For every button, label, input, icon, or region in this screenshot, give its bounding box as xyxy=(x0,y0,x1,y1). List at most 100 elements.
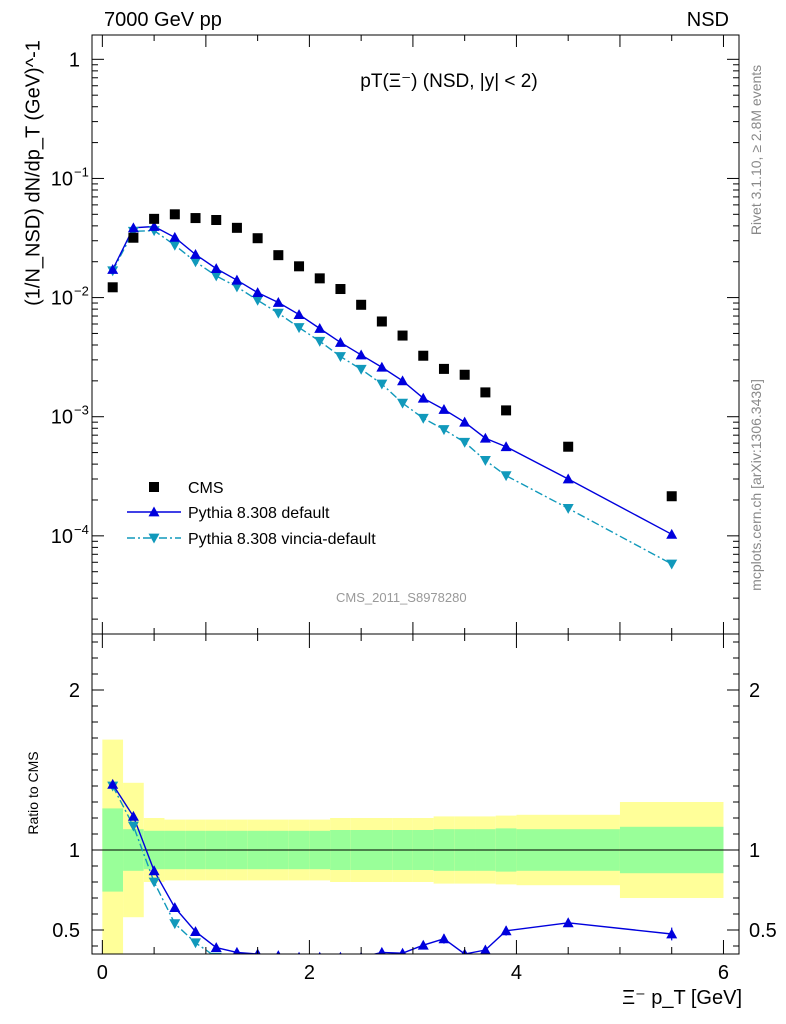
ratio-vincia-point xyxy=(127,821,139,832)
pythia-point xyxy=(148,221,160,231)
y-tick-label: 10 xyxy=(51,407,73,429)
ratio-bands-layer xyxy=(92,739,739,954)
vincia-point xyxy=(500,471,512,482)
cms-point xyxy=(459,369,470,380)
ratio-vincia-point xyxy=(169,919,181,930)
ratio-pythia-point xyxy=(438,933,450,944)
ratio-vincia-point xyxy=(356,958,367,968)
pythia-point xyxy=(272,296,284,307)
ratio-y-tick-label-right: 1 xyxy=(749,840,760,862)
ratio-pythia-point xyxy=(232,946,241,954)
header-right-label: NSD xyxy=(686,9,729,31)
main-y-axis-label-text: (1/N_NSD) dN/dp_T (GeV)^-1 xyxy=(22,40,45,306)
pythia-point xyxy=(666,528,678,539)
vincia-point xyxy=(479,455,491,466)
cms-point xyxy=(252,233,263,244)
vincia-point xyxy=(666,559,678,570)
mcplots-text: mcplots.cern.ch [arXiv:1306.3436] xyxy=(748,379,764,591)
ratio-vincia-point xyxy=(335,958,346,968)
legend-marker-pythia xyxy=(148,506,160,517)
ratio-vincia-point xyxy=(438,958,449,968)
cms-point xyxy=(314,273,325,284)
cms-point xyxy=(128,232,139,243)
ratio-vincia-point xyxy=(252,958,263,968)
cms-point xyxy=(563,441,574,452)
ratio-vincia-point xyxy=(273,958,284,968)
y-tick-label: 1 xyxy=(69,49,80,71)
ratio-vincia-point xyxy=(418,958,429,968)
x-tick-label: 6 xyxy=(718,962,729,984)
pythia-point xyxy=(127,222,139,233)
pythia-point xyxy=(210,263,222,274)
y-tick-exponent: −3 xyxy=(74,403,89,418)
pythia-point xyxy=(355,349,367,360)
vincia-point xyxy=(459,437,471,448)
cms-point xyxy=(418,350,429,361)
ratio-vincia-point xyxy=(376,958,387,968)
ratio-vincia-point xyxy=(480,962,491,972)
vincia-point xyxy=(562,503,574,514)
ratio-pythia-point xyxy=(339,951,342,954)
pythia-point xyxy=(334,336,346,347)
vincia-point xyxy=(314,336,326,347)
series-line-vincia xyxy=(112,229,673,565)
ratio-line-vincia xyxy=(112,785,213,954)
main-y-axis-label: (1/N_NSD) dN/dp_T (GeV)^-1 xyxy=(23,40,46,306)
ratio-y-tick-label-right: 2 xyxy=(749,680,760,702)
ratio-vincia-point xyxy=(397,958,408,968)
y-tick-label: 10 xyxy=(51,288,73,310)
ratio-y-tick-label: 1 xyxy=(69,840,80,862)
ratio-pythia-point xyxy=(318,951,322,954)
vincia-point xyxy=(169,240,181,251)
cms-point xyxy=(169,209,180,220)
ratio-pythia-point xyxy=(148,865,160,876)
vincia-point xyxy=(210,271,222,282)
cms-point xyxy=(501,405,512,416)
pythia-point xyxy=(376,361,388,372)
vincia-point xyxy=(231,282,243,293)
vincia-point xyxy=(190,257,202,268)
main-axes: 110−110−210−310−4 xyxy=(51,34,740,635)
ratio-axes: 0 2 4 6 0.5 0.5 1 1 2 2 xyxy=(52,633,777,984)
main-series-layer xyxy=(107,209,678,570)
x-tick-label: 4 xyxy=(511,962,522,984)
ratio-pythia-point xyxy=(297,951,301,954)
pythia-point xyxy=(231,274,243,285)
ratio-pythia-point xyxy=(127,810,139,821)
vincia-point xyxy=(397,398,409,409)
vincia-point xyxy=(272,308,284,319)
cms-point xyxy=(294,261,305,272)
pythia-point xyxy=(500,441,512,452)
legend: CMS Pythia 8.308 default Pythia 8.308 vinc… xyxy=(127,480,376,548)
y-tick-exponent: −1 xyxy=(74,164,89,179)
ratio-pythia-point xyxy=(417,939,429,950)
cms-point xyxy=(190,213,201,224)
ratio-pythia-point xyxy=(190,926,202,936)
pythia-point xyxy=(479,432,491,443)
rivet-version-label: Rivet 3.1.10, ≥ 2.8M events xyxy=(748,65,764,235)
vincia-point xyxy=(417,413,429,424)
vincia-point xyxy=(376,379,388,390)
ratio-pythia-point xyxy=(169,902,181,912)
ratio-vincia-point xyxy=(314,958,325,968)
y-tick-exponent: −4 xyxy=(74,522,89,537)
x-tick-label: 0 xyxy=(97,962,108,984)
ratio-vincia-point xyxy=(231,954,242,964)
cms-point xyxy=(356,299,367,310)
pythia-point xyxy=(293,309,305,319)
plot-title: pT(Ξ⁻) (NSD, |y| < 2) xyxy=(0,70,786,93)
ratio-pythia-point xyxy=(480,944,491,954)
series-line-pythia xyxy=(112,225,673,535)
cms-point xyxy=(149,213,160,224)
cms-point xyxy=(231,222,242,233)
ratio-vincia-point xyxy=(563,958,574,968)
pythia-point xyxy=(190,248,202,259)
cms-point xyxy=(438,363,449,374)
ratio-pythia-point xyxy=(562,917,574,928)
ratio-vincia-point xyxy=(148,877,160,888)
ratio-y-tick-label: 0.5 xyxy=(52,920,80,942)
pythia-point xyxy=(314,323,326,333)
legend-marker-cms xyxy=(149,482,159,492)
ratio-vincia-point xyxy=(666,962,677,972)
x-tick-label: 2 xyxy=(304,962,315,984)
